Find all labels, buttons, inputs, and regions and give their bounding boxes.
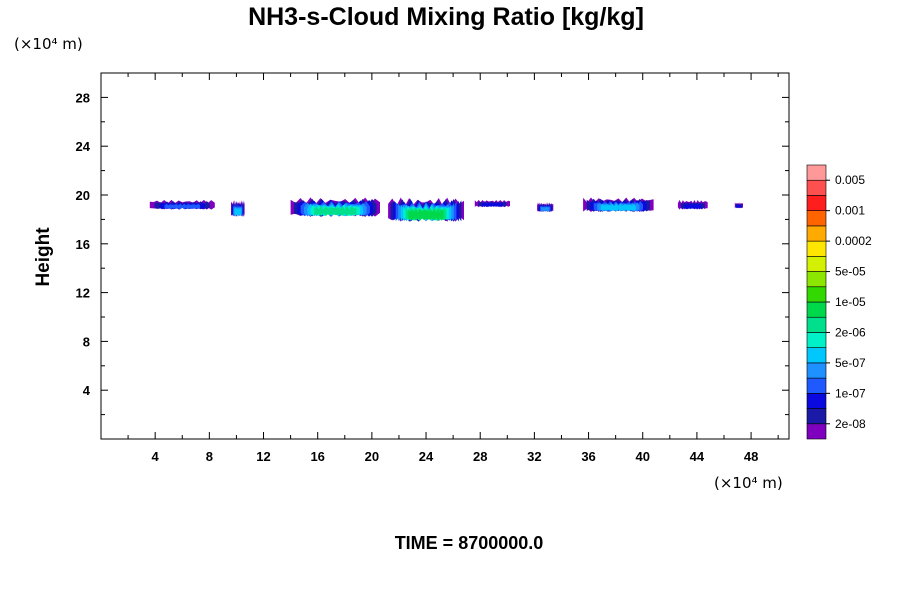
x-tick-label: 12 <box>256 449 270 464</box>
x-tick-label: 40 <box>635 449 649 464</box>
colorbar-swatch <box>806 271 827 288</box>
colorbar-label: 1e-05 <box>835 295 866 309</box>
time-label: TIME = 8700000.0 <box>395 533 544 553</box>
x-tick-label: 36 <box>581 449 595 464</box>
colorbar-label: 1e-07 <box>835 386 866 400</box>
y-tick-label: 12 <box>76 286 90 301</box>
colorbar-swatch <box>806 210 827 227</box>
cloud-contour-level <box>736 204 742 209</box>
y-tick-label: 16 <box>76 237 90 252</box>
cloud-contour-level <box>541 206 550 212</box>
colorbar-swatch <box>806 423 827 440</box>
x-tick-label: 4 <box>152 449 160 464</box>
cloud-contour-level <box>683 203 702 210</box>
cloud-contours <box>149 197 743 222</box>
cloud-contour-level <box>164 203 201 210</box>
x-tick-label: 48 <box>744 449 758 464</box>
colorbar-swatch <box>806 332 827 348</box>
colorbar-swatch <box>806 362 827 379</box>
y-tick-label: 20 <box>76 188 90 203</box>
x-tick-label: 28 <box>473 449 487 464</box>
colorbar-swatch <box>806 195 827 211</box>
colorbar-swatch <box>806 393 827 409</box>
x-tick-label: 24 <box>419 449 434 464</box>
colorbar-swatch <box>806 179 827 196</box>
colorbar-label: 2e-08 <box>835 417 866 431</box>
y-axis-unit-label: (×10⁴ m) <box>14 35 83 53</box>
colorbar-label: 0.0002 <box>835 234 872 248</box>
plot-frame <box>100 72 790 440</box>
colorbar-label: 0.001 <box>835 204 865 218</box>
cloud-contour-level <box>600 203 636 212</box>
colorbar-label: 0.005 <box>835 173 865 187</box>
x-tick-label: 20 <box>365 449 379 464</box>
cloud-contour-level <box>234 207 242 217</box>
y-tick-label: 4 <box>83 383 91 398</box>
colorbar-label: 5e-05 <box>835 265 866 279</box>
colorbar: 2e-08 1e-07 5e-07 2e-06 1e-05 5e-05 0.0002 0.00… <box>806 164 872 440</box>
colorbar-swatch <box>806 301 827 318</box>
x-tick-label: 16 <box>310 449 324 464</box>
colorbar-swatch <box>806 347 827 364</box>
colorbar-swatch <box>806 286 827 303</box>
cloud-contour-level <box>408 208 444 221</box>
colorbar-swatch <box>806 408 827 425</box>
colorbar-swatch <box>806 256 827 272</box>
x-tick-label: 8 <box>206 449 213 464</box>
cloud-contour-level <box>481 202 503 207</box>
x-axis-unit-label: (×10⁴ m) <box>714 474 783 492</box>
colorbar-swatch <box>806 240 827 257</box>
colorbar-label: 5e-07 <box>835 356 866 370</box>
y-axis-label: Height <box>33 227 54 287</box>
x-tick-label: 32 <box>527 449 541 464</box>
y-tick-label: 24 <box>76 139 91 154</box>
colorbar-swatch <box>806 377 827 394</box>
cloud-contour-level <box>314 206 357 217</box>
colorbar-swatch <box>806 316 827 333</box>
colorbar-swatch <box>806 164 827 181</box>
colorbar-label: 2e-06 <box>835 325 866 339</box>
colorbar-swatch <box>806 225 827 242</box>
chart-title: NH3-s-Cloud Mixing Ratio [kg/kg] <box>248 3 644 31</box>
y-tick-label: 8 <box>83 334 90 349</box>
x-tick-label: 44 <box>690 449 705 464</box>
y-tick-label: 28 <box>76 90 90 105</box>
